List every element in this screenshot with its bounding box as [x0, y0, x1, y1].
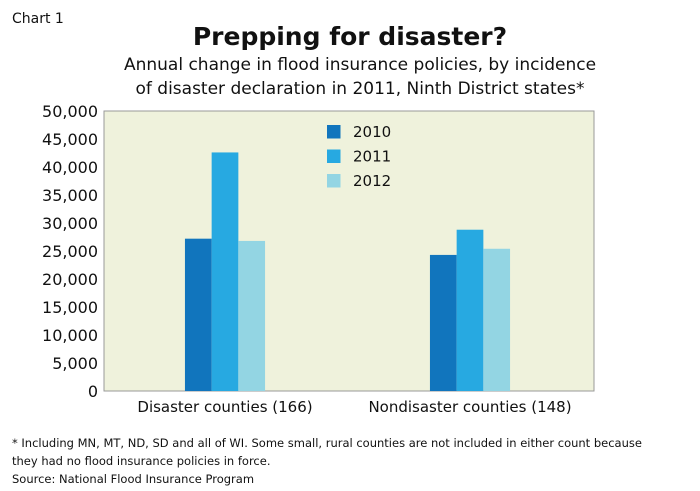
y-tick-label: 35,000	[42, 186, 98, 205]
bar-2011	[211, 152, 239, 391]
legend-label: 2011	[353, 148, 391, 166]
legend-swatch	[327, 174, 341, 188]
y-tick-label: 0	[88, 382, 98, 401]
y-tick-label: 10,000	[42, 326, 98, 345]
legend-swatch	[327, 149, 341, 163]
chart-subtitle-line2: of disaster declaration in 2011, Ninth D…	[135, 79, 585, 99]
bar-2012	[483, 248, 511, 391]
legend-swatch	[327, 125, 341, 139]
plot-area	[103, 110, 595, 392]
legend-label: 2012	[353, 172, 391, 190]
bar-2011	[456, 229, 484, 391]
footnote-line2: they had no flood insurance policies in …	[12, 454, 271, 468]
y-tick-label: 15,000	[42, 298, 98, 317]
chart-label: Chart 1	[12, 11, 64, 27]
y-tick-label: 5,000	[52, 354, 98, 373]
y-tick-label: 50,000	[42, 102, 98, 121]
y-tick-label: 40,000	[42, 158, 98, 177]
footnote-line1: * Including MN, MT, ND, SD and all of WI…	[12, 436, 642, 450]
bar-2010	[429, 254, 457, 391]
x-tick-label: Nondisaster counties (148)	[368, 398, 571, 416]
legend-label: 2010	[353, 123, 391, 141]
chart-title: Prepping for disaster?	[192, 22, 508, 51]
y-tick-label: 45,000	[42, 130, 98, 149]
y-tick-label: 30,000	[42, 214, 98, 233]
y-tick-label: 25,000	[42, 242, 98, 261]
bar-2012	[238, 240, 266, 391]
source-note: Source: National Flood Insurance Program	[12, 472, 255, 486]
bar-2010	[184, 238, 212, 391]
chart-subtitle-line1: Annual change in flood insurance policie…	[123, 55, 597, 75]
y-tick-label: 20,000	[42, 270, 98, 289]
x-tick-label: Disaster counties (166)	[137, 398, 312, 416]
